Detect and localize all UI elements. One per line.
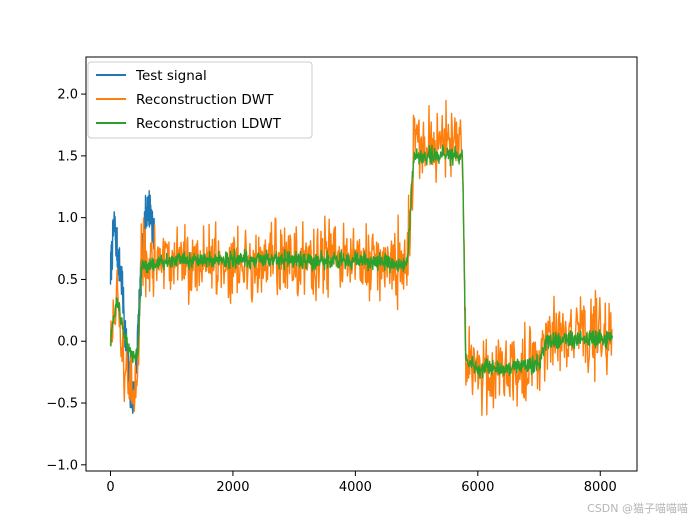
x-tick-label: 6000 — [461, 480, 494, 495]
y-tick-label: −0.5 — [46, 397, 78, 412]
y-tick-label: 1.5 — [57, 149, 78, 164]
x-tick-label: 0 — [106, 480, 114, 495]
y-tick-label: −1.0 — [46, 458, 78, 473]
y-tick-label: 0.0 — [57, 335, 78, 350]
x-tick-label: 4000 — [339, 480, 372, 495]
x-axis: 0 2000 4000 6000 8000 — [106, 471, 617, 495]
legend-label-test-signal: Test signal — [135, 68, 207, 84]
y-tick-label: 2.0 — [57, 88, 78, 103]
y-tick-label: 1.0 — [57, 211, 78, 226]
x-tick-label: 8000 — [584, 480, 617, 495]
series-layer — [109, 99, 613, 417]
axes-layer: 0 2000 4000 6000 8000 −1.0 −0.5 0.0 0.5 1.0 1.5 2.… — [46, 56, 638, 495]
series-line-reconstruction-ldwt — [109, 144, 613, 379]
x-tick-label: 2000 — [216, 480, 249, 495]
y-tick-label: 0.5 — [57, 273, 78, 288]
series-line-test-signal — [109, 190, 156, 414]
legend: Test signal Reconstruction DWT Reconstru… — [87, 61, 313, 139]
legend-label-reconstruction-dwt: Reconstruction DWT — [136, 92, 274, 108]
legend-label-reconstruction-ldwt: Reconstruction LDWT — [136, 116, 282, 132]
legend-box — [87, 61, 313, 139]
y-axis: −1.0 −0.5 0.0 0.5 1.0 1.5 2.0 — [46, 88, 86, 473]
axes-frame — [85, 56, 638, 472]
series-line-reconstruction-dwt — [109, 99, 613, 417]
watermark: CSDN @猫子喵喵喵 — [587, 502, 688, 515]
